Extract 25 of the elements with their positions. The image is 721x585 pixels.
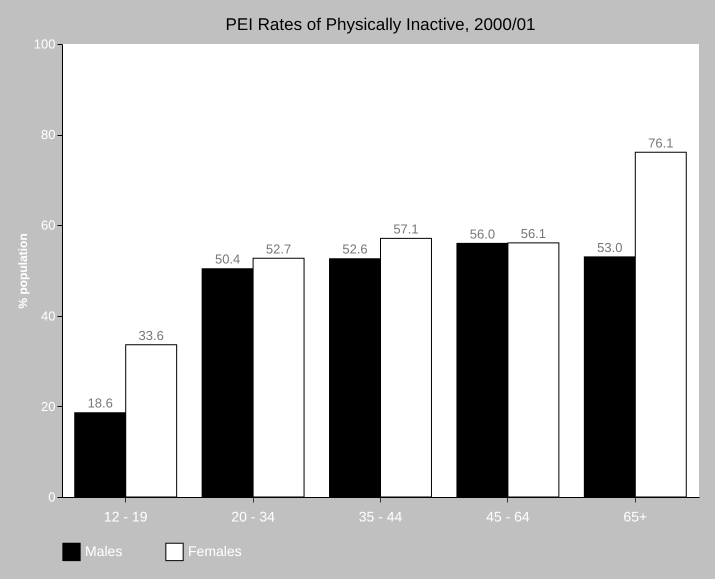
- data-label: 56.0: [470, 226, 496, 242]
- data-label: 50.4: [214, 252, 240, 267]
- data-label: 76.1: [648, 135, 674, 150]
- data-label: 57.1: [393, 221, 419, 236]
- x-tick-label: 12 - 19: [104, 508, 148, 524]
- data-label: 56.1: [520, 226, 546, 241]
- y-tick-label: 80: [41, 127, 56, 142]
- legend-label: Females: [188, 542, 242, 559]
- data-label: 33.6: [138, 328, 164, 343]
- legend-label: Males: [85, 542, 122, 559]
- y-tick-label: 0: [48, 490, 56, 504]
- y-tick-label: 20: [41, 398, 56, 414]
- chart-title: PEI Rates of Physically Inactive, 2000/01: [226, 15, 536, 34]
- x-tick-label: 45 - 64: [486, 508, 530, 524]
- y-axis-title: % population: [16, 233, 30, 309]
- y-tick-label: 100: [34, 36, 56, 52]
- data-label: 53.0: [597, 240, 622, 255]
- data-label: 52.6: [342, 242, 368, 257]
- x-tick-label: 20 - 34: [231, 508, 276, 524]
- y-tick-label: 40: [41, 308, 56, 324]
- y-tick-label: 60: [41, 218, 56, 233]
- x-tick-label: 35 - 44: [358, 508, 403, 524]
- data-label: 18.6: [88, 396, 113, 411]
- x-tick-label: 65+: [623, 508, 648, 524]
- data-label: 52.7: [266, 241, 292, 256]
